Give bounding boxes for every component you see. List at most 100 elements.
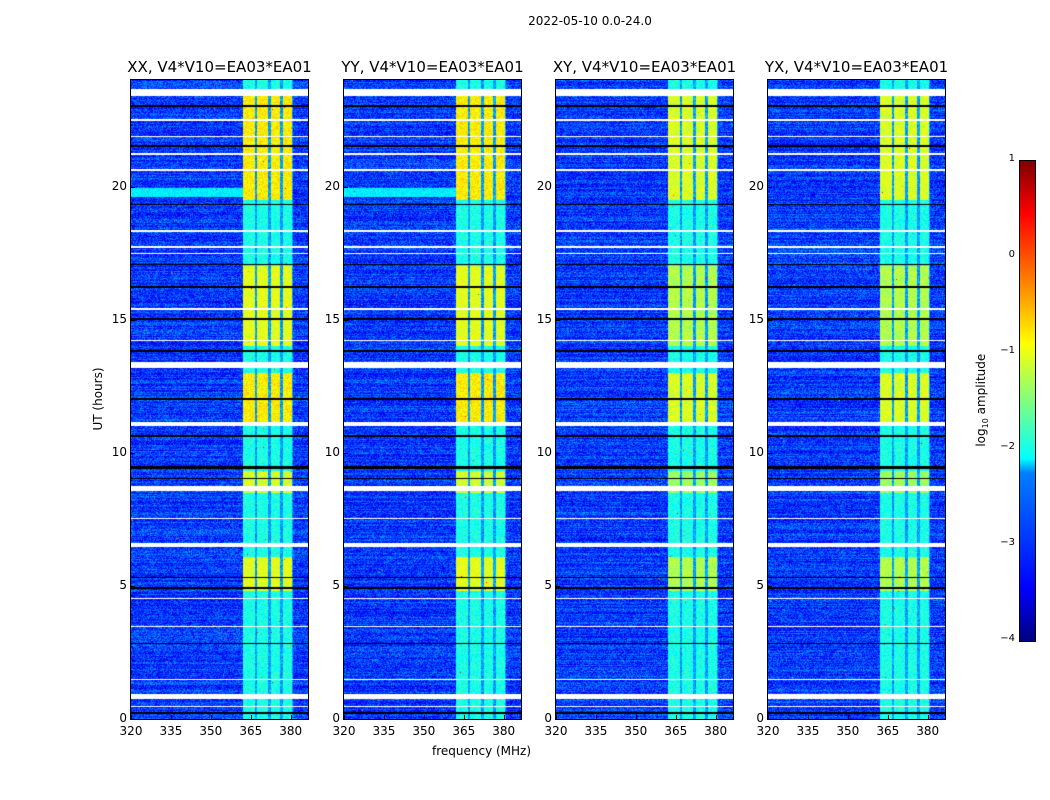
y-tick-label: 15 <box>111 311 127 326</box>
x-tick-mark <box>887 715 889 719</box>
y-tick-mark <box>131 452 135 454</box>
x-axis-label: frequency (MHz) <box>432 744 532 758</box>
x-tick-mark <box>170 715 172 719</box>
y-tick-label: 10 <box>748 444 764 459</box>
x-tick-label: 365 <box>664 724 688 738</box>
x-tick-label: 350 <box>412 724 436 738</box>
y-tick-mark <box>344 452 348 454</box>
x-tick-mark <box>715 715 717 719</box>
x-tick-mark <box>463 715 465 719</box>
y-tick-label: 20 <box>111 178 127 193</box>
x-tick-label: 365 <box>876 724 900 738</box>
y-tick-mark <box>344 585 348 587</box>
colorbar-label: log10 amplitude <box>973 353 991 447</box>
figure-title: 2022-05-10 0.0-24.0 <box>528 14 652 28</box>
heatmap-panel-yy <box>343 79 522 720</box>
x-tick-label: 350 <box>836 724 860 738</box>
y-tick-label: 20 <box>748 178 764 193</box>
heatmap-panel-yx <box>767 79 946 720</box>
y-tick-mark <box>131 186 135 188</box>
x-tick-mark <box>131 715 132 719</box>
y-tick-mark <box>131 319 135 321</box>
x-tick-mark <box>768 715 769 719</box>
heatmap-image <box>768 80 945 719</box>
panel-title: XY, V4*V10=EA03*EA01 <box>552 58 737 76</box>
colorbar-tick-label: −1 <box>1000 345 1015 356</box>
colorbar-tick-label: −2 <box>1000 441 1015 452</box>
y-tick-label: 10 <box>324 444 340 459</box>
y-tick-label: 5 <box>119 577 127 592</box>
y-tick-mark <box>131 719 135 720</box>
y-tick-label: 5 <box>756 577 764 592</box>
y-tick-label: 20 <box>536 178 552 193</box>
colorbar-tick-label: 0 <box>1008 249 1015 260</box>
colorbar <box>1019 160 1036 642</box>
colorbar-tick-label: 1 <box>1008 153 1015 164</box>
heatmap-panel-xy <box>555 79 734 720</box>
y-tick-mark <box>556 186 560 188</box>
colorbar-tick-label: −3 <box>1000 537 1015 548</box>
x-tick-mark <box>503 715 505 719</box>
y-tick-mark <box>768 585 772 587</box>
y-tick-label: 10 <box>536 444 552 459</box>
y-tick-label: 5 <box>332 577 340 592</box>
y-tick-label: 0 <box>544 711 552 725</box>
x-tick-label: 320 <box>756 724 780 738</box>
y-tick-mark <box>344 319 348 321</box>
y-tick-label: 0 <box>332 711 340 725</box>
y-axis-label: UT (hours) <box>91 367 105 431</box>
y-tick-mark <box>556 319 560 321</box>
x-tick-label: 365 <box>239 724 263 738</box>
colorbar-tick-label: −4 <box>1000 633 1015 644</box>
y-tick-mark <box>556 585 560 587</box>
panel-title: YX, V4*V10=EA03*EA01 <box>764 58 949 76</box>
x-tick-label: 350 <box>199 724 223 738</box>
y-tick-label: 5 <box>544 577 552 592</box>
panel-title: XX, V4*V10=EA03*EA01 <box>127 58 312 76</box>
y-tick-mark <box>556 452 560 454</box>
y-tick-mark <box>768 319 772 321</box>
x-tick-mark <box>675 715 677 719</box>
x-tick-label: 380 <box>279 724 303 738</box>
x-tick-mark <box>383 715 385 719</box>
x-tick-label: 320 <box>332 724 356 738</box>
heatmap-image <box>556 80 733 719</box>
x-tick-mark <box>423 715 425 719</box>
x-tick-label: 320 <box>119 724 143 738</box>
heatmap-image <box>344 80 521 719</box>
y-tick-label: 20 <box>324 178 340 193</box>
y-tick-mark <box>344 186 348 188</box>
x-tick-label: 380 <box>704 724 728 738</box>
x-tick-label: 335 <box>796 724 820 738</box>
x-tick-label: 365 <box>452 724 476 738</box>
y-tick-mark <box>344 719 348 720</box>
y-tick-label: 10 <box>111 444 127 459</box>
y-tick-mark <box>131 585 135 587</box>
x-tick-mark <box>927 715 929 719</box>
x-tick-mark <box>635 715 637 719</box>
y-tick-mark <box>556 719 560 720</box>
x-tick-mark <box>595 715 597 719</box>
y-tick-label: 15 <box>324 311 340 326</box>
heatmap-image <box>131 80 308 719</box>
x-tick-label: 335 <box>372 724 396 738</box>
panel-title: YY, V4*V10=EA03*EA01 <box>341 58 524 76</box>
x-tick-label: 335 <box>159 724 183 738</box>
y-tick-label: 15 <box>748 311 764 326</box>
x-tick-mark <box>556 715 557 719</box>
x-tick-mark <box>290 715 292 719</box>
y-tick-label: 15 <box>536 311 552 326</box>
x-tick-mark <box>250 715 252 719</box>
y-tick-mark <box>768 719 772 720</box>
y-tick-label: 0 <box>756 711 764 725</box>
heatmap-panel-xx <box>130 79 309 720</box>
x-tick-mark <box>847 715 849 719</box>
y-tick-mark <box>768 452 772 454</box>
x-tick-label: 350 <box>624 724 648 738</box>
x-tick-mark <box>344 715 345 719</box>
x-tick-label: 320 <box>544 724 568 738</box>
y-tick-label: 0 <box>119 711 127 725</box>
x-tick-mark <box>807 715 809 719</box>
x-tick-label: 380 <box>916 724 940 738</box>
x-tick-mark <box>210 715 212 719</box>
